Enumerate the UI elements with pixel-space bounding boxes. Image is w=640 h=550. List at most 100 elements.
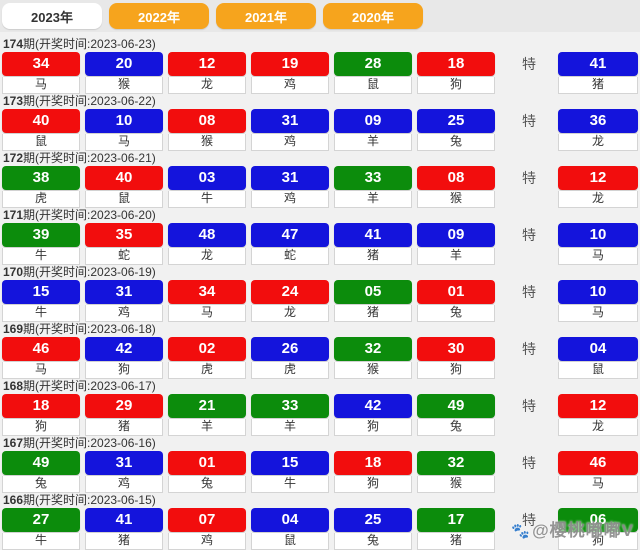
ball-number: 10 xyxy=(558,223,638,247)
ball-number: 08 xyxy=(417,166,495,190)
number-cell: 26 虎 xyxy=(251,337,329,379)
ball-number: 42 xyxy=(85,337,163,361)
zodiac-label: 虎 xyxy=(168,362,246,379)
zodiac-label: 兔 xyxy=(334,533,412,550)
ball-number: 46 xyxy=(2,337,80,361)
tab-year-2020[interactable]: 2020年 xyxy=(323,3,423,29)
zodiac-label: 牛 xyxy=(2,533,80,550)
number-cell: 31 鸡 xyxy=(85,451,163,493)
number-cell: 21 羊 xyxy=(168,394,246,436)
zodiac-label: 马 xyxy=(168,305,246,322)
zodiac-label: 鼠 xyxy=(2,134,80,151)
number-cell: 31 鸡 xyxy=(251,166,329,208)
number-cell: 05 猪 xyxy=(334,280,412,322)
number-cell: 04 鼠 xyxy=(251,508,329,550)
ball-number: 04 xyxy=(558,337,638,361)
ball-number: 15 xyxy=(251,451,329,475)
ball-number: 01 xyxy=(417,280,495,304)
zodiac-label: 马 xyxy=(558,476,638,493)
draw-period-label: 167期(开奖时间:2023-06-16) xyxy=(0,435,640,451)
zodiac-label: 马 xyxy=(558,305,638,322)
number-cell: 34 马 xyxy=(168,280,246,322)
zodiac-label: 鸡 xyxy=(251,77,329,94)
number-cell: 31 鸡 xyxy=(251,109,329,151)
number-cell: 17 猪 xyxy=(417,508,495,550)
number-cell: 33 羊 xyxy=(251,394,329,436)
number-cell: 32 猴 xyxy=(334,337,412,379)
ball-number: 10 xyxy=(85,109,163,133)
ball-number: 30 xyxy=(417,337,495,361)
zodiac-label: 龙 xyxy=(168,248,246,265)
number-cell: 09 羊 xyxy=(417,223,495,265)
zodiac-label: 牛 xyxy=(168,191,246,208)
zodiac-label: 马 xyxy=(85,134,163,151)
number-cell: 25 兔 xyxy=(417,109,495,151)
zodiac-label: 鼠 xyxy=(251,533,329,550)
zodiac-label: 牛 xyxy=(2,305,80,322)
zodiac-label: 猴 xyxy=(417,476,495,493)
ball-number: 27 xyxy=(2,508,80,532)
draw-time-text: 期(开奖时间:2023-06-21) xyxy=(23,151,156,165)
zodiac-label: 猪 xyxy=(334,305,412,322)
draw-period-number: 168 xyxy=(3,379,24,393)
number-cell: 24 龙 xyxy=(251,280,329,322)
zodiac-label: 鸡 xyxy=(85,305,163,322)
ball-number: 17 xyxy=(417,508,495,532)
number-cell: 48 龙 xyxy=(168,223,246,265)
ball-number: 24 xyxy=(251,280,329,304)
number-cell: 08 猴 xyxy=(417,166,495,208)
number-cell: 41 猪 xyxy=(85,508,163,550)
tab-year-2022[interactable]: 2022年 xyxy=(109,3,209,29)
special-label: 特 xyxy=(522,284,536,300)
number-cell: 18 狗 xyxy=(417,52,495,94)
tab-year-2023[interactable]: 2023年 xyxy=(2,3,102,29)
number-cell: 38 虎 xyxy=(2,166,80,208)
draw-period-number: 172 xyxy=(3,151,24,165)
ball-number: 38 xyxy=(2,166,80,190)
ball-number: 08 xyxy=(168,109,246,133)
draw-period-number: 169 xyxy=(3,322,24,336)
number-cell: 46 马 xyxy=(2,337,80,379)
special-number-cell: 46 马 xyxy=(558,451,638,493)
zodiac-label: 牛 xyxy=(2,248,80,265)
draw-row-170: 170期(开奖时间:2023-06-19) 15 牛 31 鸡 34 马 24 龙 05 猪 01 兔特… xyxy=(0,264,640,322)
ball-number: 46 xyxy=(558,451,638,475)
number-cell: 15 牛 xyxy=(251,451,329,493)
ball-number: 18 xyxy=(417,52,495,76)
number-cell: 03 牛 xyxy=(168,166,246,208)
ball-row: 38 虎 40 鼠 03 牛 31 鸡 33 羊 08 猴特 12 龙 xyxy=(0,166,640,208)
number-cell: 47 蛇 xyxy=(251,223,329,265)
ball-number: 19 xyxy=(251,52,329,76)
special-label: 特 xyxy=(522,398,536,414)
number-cell: 08 猴 xyxy=(168,109,246,151)
zodiac-label: 猪 xyxy=(85,419,163,436)
number-cell: 30 狗 xyxy=(417,337,495,379)
zodiac-label: 猴 xyxy=(417,191,495,208)
zodiac-label: 鸡 xyxy=(251,134,329,151)
number-cell: 18 狗 xyxy=(2,394,80,436)
ball-number: 12 xyxy=(558,166,638,190)
number-cell: 19 鸡 xyxy=(251,52,329,94)
zodiac-label: 鼠 xyxy=(334,77,412,94)
ball-number: 25 xyxy=(334,508,412,532)
draw-period-number: 170 xyxy=(3,265,24,279)
ball-number: 49 xyxy=(417,394,495,418)
ball-number: 28 xyxy=(334,52,412,76)
ball-number: 42 xyxy=(334,394,412,418)
special-label: 特 xyxy=(522,455,536,471)
zodiac-label: 龙 xyxy=(251,305,329,322)
draw-time-text: 期(开奖时间:2023-06-20) xyxy=(23,208,156,222)
number-cell: 41 猪 xyxy=(334,223,412,265)
ball-number: 09 xyxy=(334,109,412,133)
number-cell: 09 羊 xyxy=(334,109,412,151)
zodiac-label: 猪 xyxy=(85,533,163,550)
ball-number: 26 xyxy=(251,337,329,361)
zodiac-label: 狗 xyxy=(417,77,495,94)
special-label: 特 xyxy=(522,227,536,243)
draw-time-text: 期(开奖时间:2023-06-19) xyxy=(23,265,156,279)
ball-row: 34 马 20 猴 12 龙 19 鸡 28 鼠 18 狗特 41 猪 xyxy=(0,52,640,94)
ball-number: 01 xyxy=(168,451,246,475)
special-label: 特 xyxy=(522,341,536,357)
zodiac-label: 羊 xyxy=(334,134,412,151)
tab-year-2021[interactable]: 2021年 xyxy=(216,3,316,29)
